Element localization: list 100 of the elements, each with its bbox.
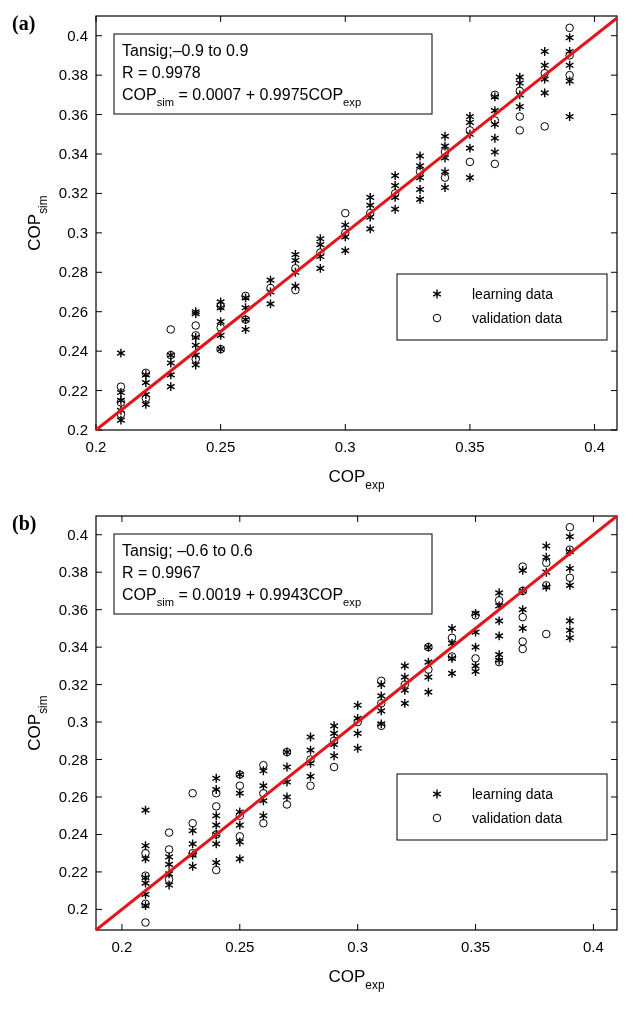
point (141, 899, 150, 909)
x-tick-label: 0.25 (225, 938, 255, 955)
y-tick-label: 0.3 (67, 223, 88, 241)
point (518, 637, 527, 646)
point (116, 398, 126, 407)
y-tick-label: 0.2 (67, 900, 88, 918)
y-tick-label: 0.4 (67, 525, 88, 543)
annotation: Tansig; –0.6 to 0.6 (122, 542, 253, 559)
y-tick-label: 0.34 (58, 145, 88, 162)
point (329, 736, 339, 746)
y-tick-label: 0.38 (58, 563, 88, 581)
x-axis-title: COP$_{exp}$ (328, 967, 385, 992)
point (191, 321, 200, 330)
y-tick-label: 0.28 (58, 263, 88, 281)
point (515, 126, 525, 135)
point (216, 344, 225, 354)
point (141, 918, 150, 927)
x-tick-label: 0.2 (85, 438, 107, 455)
point (116, 382, 126, 391)
point (282, 800, 292, 809)
point (494, 657, 504, 667)
point (282, 746, 292, 758)
point (515, 112, 525, 121)
y-tick-label: 0.24 (58, 825, 88, 843)
chart-title: (a) (12, 12, 36, 35)
x-tick-label: 0.35 (455, 438, 485, 455)
point (164, 828, 174, 837)
point (540, 68, 549, 78)
y-tick-label: 0.32 (58, 675, 88, 693)
x-tick-label: 0.35 (460, 938, 491, 955)
point (211, 802, 221, 811)
point (216, 301, 225, 311)
chart-title: (b) (12, 512, 37, 535)
point (494, 596, 504, 605)
point (188, 818, 197, 828)
point (191, 331, 200, 340)
point (565, 522, 575, 532)
y-tick-label: 0.26 (58, 788, 88, 805)
legend-label: learning data (472, 786, 554, 802)
point (518, 585, 528, 597)
point (423, 641, 433, 653)
y-tick-label: 0.2 (67, 421, 88, 438)
y-tick-label: 0.3 (67, 713, 88, 731)
point (141, 848, 150, 858)
legend-label: validation data (472, 310, 563, 326)
point (235, 811, 245, 821)
point (400, 680, 410, 689)
point (490, 90, 500, 100)
point (541, 629, 551, 639)
point (241, 291, 250, 301)
point (166, 349, 176, 361)
point (141, 368, 151, 378)
point (376, 699, 386, 708)
point (471, 654, 480, 663)
y-tick-label: 0.22 (58, 862, 88, 880)
point (447, 633, 457, 643)
point (141, 394, 151, 403)
point (141, 871, 150, 880)
point (565, 51, 574, 60)
point (235, 769, 245, 780)
point (447, 652, 457, 661)
y-tick-label: 0.4 (67, 26, 88, 44)
point (291, 285, 300, 295)
point (235, 832, 245, 841)
annotation: Tansig;–0.9 to 0.9 (122, 42, 249, 59)
y-tick-label: 0.26 (58, 302, 88, 320)
x-tick-label: 0.4 (583, 938, 604, 955)
point (164, 845, 174, 854)
legend-label: validation data (472, 810, 563, 826)
y-tick-label: 0.36 (58, 600, 88, 618)
legend-label: learning data (472, 286, 554, 302)
point (164, 875, 174, 884)
point (541, 581, 551, 590)
point (306, 781, 315, 791)
annotation: R = 0.9978 (122, 64, 201, 81)
point (565, 23, 574, 33)
point (191, 354, 200, 364)
point (565, 70, 574, 80)
point (465, 157, 475, 167)
point (376, 676, 386, 686)
point (353, 717, 362, 727)
point (188, 788, 197, 798)
point (241, 314, 251, 325)
point (166, 325, 176, 334)
point (440, 147, 450, 157)
point (341, 228, 350, 238)
point (440, 173, 450, 182)
x-tick-label: 0.3 (334, 438, 356, 455)
y-tick-label: 0.22 (58, 381, 88, 399)
y-tick-label: 0.24 (58, 342, 88, 360)
y-tick-label: 0.32 (58, 184, 88, 202)
point (211, 788, 221, 798)
point (518, 644, 527, 654)
point (415, 167, 425, 177)
point (259, 818, 268, 828)
point (341, 208, 350, 218)
annotation: COP$_{sim}$ = 0.0007 + 0.9975COP$_{exp}$ (122, 86, 362, 108)
point (518, 612, 527, 622)
point (376, 721, 386, 731)
y-tick-label: 0.34 (58, 638, 88, 656)
